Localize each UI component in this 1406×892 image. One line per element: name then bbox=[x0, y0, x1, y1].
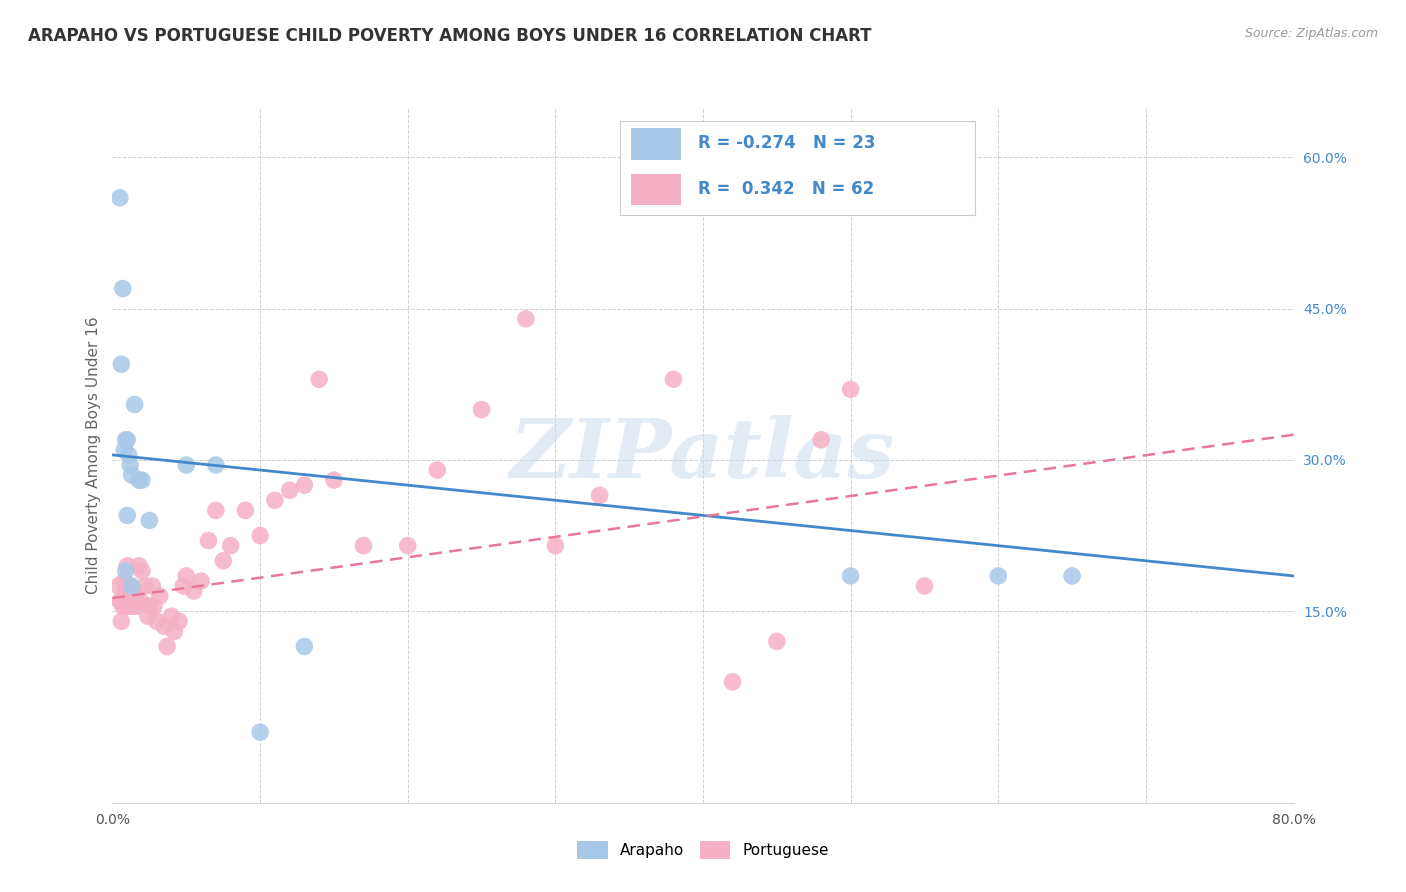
Point bbox=[146, 615, 169, 629]
Point bbox=[110, 615, 132, 629]
Point bbox=[128, 558, 150, 573]
Point bbox=[110, 594, 132, 608]
Text: Source: ZipAtlas.com: Source: ZipAtlas.com bbox=[1244, 27, 1378, 40]
Point bbox=[138, 599, 160, 614]
Point bbox=[149, 589, 172, 603]
Point bbox=[160, 609, 183, 624]
Point bbox=[205, 458, 228, 472]
Point bbox=[153, 619, 176, 633]
Point bbox=[766, 634, 789, 648]
Point bbox=[114, 599, 136, 614]
Point bbox=[183, 584, 205, 599]
Point bbox=[111, 599, 134, 614]
Point bbox=[219, 539, 242, 553]
Point bbox=[197, 533, 219, 548]
FancyBboxPatch shape bbox=[631, 174, 681, 205]
Point bbox=[125, 594, 148, 608]
Point bbox=[107, 579, 129, 593]
Point bbox=[118, 448, 141, 462]
Point bbox=[515, 311, 537, 326]
Point bbox=[120, 579, 142, 593]
Point bbox=[136, 609, 159, 624]
Point bbox=[117, 433, 138, 447]
Point bbox=[249, 725, 271, 739]
Point bbox=[156, 640, 179, 654]
Point bbox=[172, 579, 194, 593]
Point bbox=[117, 558, 138, 573]
Point bbox=[292, 478, 315, 492]
Point bbox=[124, 584, 146, 599]
Point bbox=[190, 574, 212, 588]
Point bbox=[839, 569, 862, 583]
Point bbox=[588, 488, 610, 502]
Point bbox=[124, 397, 146, 411]
Point bbox=[120, 599, 142, 614]
Point bbox=[205, 503, 228, 517]
Point bbox=[987, 569, 1010, 583]
Point bbox=[131, 564, 153, 578]
Point bbox=[163, 624, 186, 639]
Point bbox=[426, 463, 449, 477]
Point bbox=[264, 493, 287, 508]
Point bbox=[212, 554, 235, 568]
Point bbox=[174, 569, 197, 583]
Y-axis label: Child Poverty Among Boys Under 16: Child Poverty Among Boys Under 16 bbox=[86, 316, 101, 594]
Text: R =  0.342   N = 62: R = 0.342 N = 62 bbox=[699, 179, 875, 198]
Point bbox=[141, 579, 163, 593]
FancyBboxPatch shape bbox=[631, 128, 681, 161]
Point bbox=[233, 503, 256, 517]
Point bbox=[117, 508, 138, 523]
Point bbox=[111, 281, 134, 295]
Point bbox=[114, 584, 136, 599]
Point bbox=[470, 402, 494, 417]
Point bbox=[120, 458, 142, 472]
Point bbox=[174, 458, 197, 472]
Point bbox=[352, 539, 374, 553]
Point bbox=[114, 564, 136, 578]
Point bbox=[110, 357, 132, 371]
Point bbox=[167, 615, 190, 629]
Point bbox=[249, 528, 271, 542]
Point bbox=[278, 483, 301, 498]
Text: R = -0.274   N = 23: R = -0.274 N = 23 bbox=[699, 135, 876, 153]
Point bbox=[134, 579, 156, 593]
Point bbox=[138, 513, 160, 527]
Point bbox=[118, 599, 141, 614]
Point bbox=[122, 599, 145, 614]
Point bbox=[129, 594, 152, 608]
Point bbox=[121, 579, 143, 593]
Point bbox=[839, 383, 862, 397]
Point bbox=[1062, 569, 1084, 583]
Point bbox=[142, 599, 165, 614]
Point bbox=[108, 191, 131, 205]
Point bbox=[662, 372, 685, 386]
Text: ZIPatlas: ZIPatlas bbox=[510, 415, 896, 495]
Point bbox=[810, 433, 832, 447]
Point bbox=[117, 589, 138, 603]
Point bbox=[121, 589, 143, 603]
Point bbox=[396, 539, 419, 553]
Point bbox=[128, 473, 150, 487]
Point bbox=[544, 539, 567, 553]
Point bbox=[121, 468, 143, 483]
Point bbox=[721, 674, 744, 689]
Point bbox=[112, 574, 135, 588]
Point bbox=[131, 473, 153, 487]
Text: ARAPAHO VS PORTUGUESE CHILD POVERTY AMONG BOYS UNDER 16 CORRELATION CHART: ARAPAHO VS PORTUGUESE CHILD POVERTY AMON… bbox=[28, 27, 872, 45]
Point bbox=[114, 433, 136, 447]
Point bbox=[112, 589, 135, 603]
Point bbox=[323, 473, 346, 487]
Point bbox=[112, 442, 135, 457]
Point bbox=[127, 599, 149, 614]
Point bbox=[308, 372, 330, 386]
Point bbox=[108, 594, 131, 608]
Point bbox=[914, 579, 936, 593]
Legend: Arapaho, Portuguese: Arapaho, Portuguese bbox=[571, 835, 835, 864]
Point bbox=[292, 640, 315, 654]
